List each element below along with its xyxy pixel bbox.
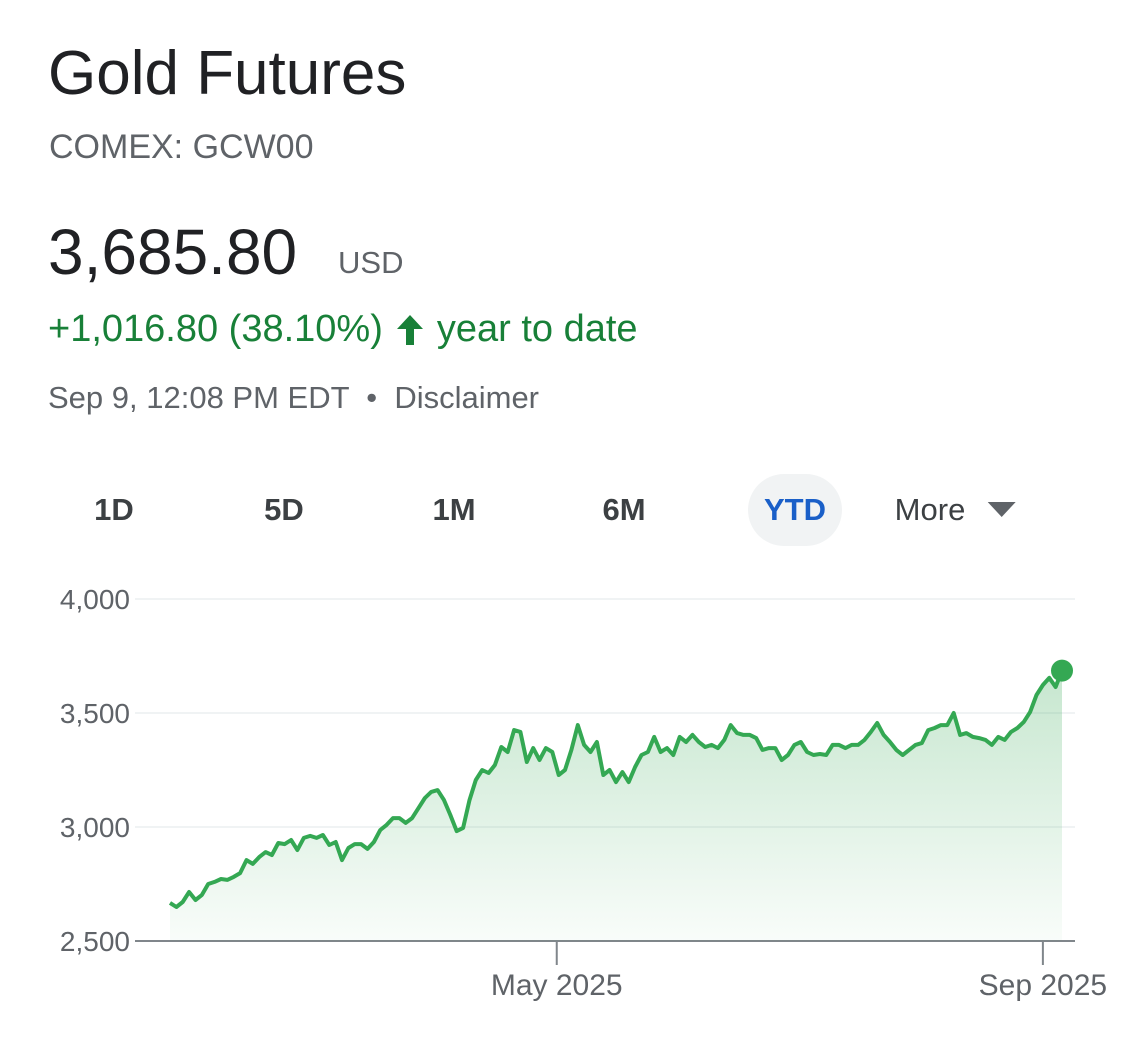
disclaimer-link[interactable]: Disclaimer xyxy=(394,380,540,415)
range-label: More xyxy=(894,492,966,527)
y-tick-label: 2,500 xyxy=(60,926,130,957)
time-row: Sep 9, 12:08 PM EDT • Disclaimer xyxy=(48,380,539,416)
ticker: COMEX: GCW00 xyxy=(49,128,314,166)
range-button[interactable]: 1M xyxy=(416,474,491,546)
range-label: 1M xyxy=(432,492,476,527)
currency: USD xyxy=(338,245,404,280)
title: Gold Futures xyxy=(48,39,407,108)
last-point xyxy=(1051,659,1073,682)
range-selector: 1D 5D 1M 6M YTD More xyxy=(0,474,1125,546)
range-label: 5D xyxy=(264,492,304,527)
y-tick-label: 3,500 xyxy=(60,698,130,729)
range-button[interactable]: 1D xyxy=(78,474,150,546)
change-row: +1,016.80 (38.10%) year to date xyxy=(48,308,638,351)
change: +1,016.80 (38.10%) xyxy=(48,308,383,350)
dropdown-arrow xyxy=(987,502,1016,517)
area-fill xyxy=(170,670,1062,941)
range-label: YTD xyxy=(764,492,826,527)
chart: 2,500 3,000 3,500 4,000 May 2025 Sep 2025 xyxy=(60,584,1107,1002)
up-arrow xyxy=(396,314,423,345)
range-button[interactable]: 5D xyxy=(248,474,320,546)
timestamp: Sep 9, 12:08 PM EDT xyxy=(48,380,349,415)
price: 3,685.80 xyxy=(48,216,298,288)
range-button[interactable]: 6M xyxy=(586,474,661,546)
range-label: 1D xyxy=(94,492,134,527)
x-tick-label: Sep 2025 xyxy=(979,969,1107,1002)
range-button[interactable]: YTD xyxy=(748,474,842,546)
range-button[interactable]: More xyxy=(879,474,1032,546)
separator: • xyxy=(357,380,386,415)
x-tick-label: May 2025 xyxy=(491,969,623,1002)
range-label: 6M xyxy=(602,492,646,527)
price-line xyxy=(168,669,1064,909)
y-tick-label: 3,000 xyxy=(60,812,130,843)
y-tick-label: 4,000 xyxy=(60,584,130,615)
period: year to date xyxy=(436,308,638,350)
